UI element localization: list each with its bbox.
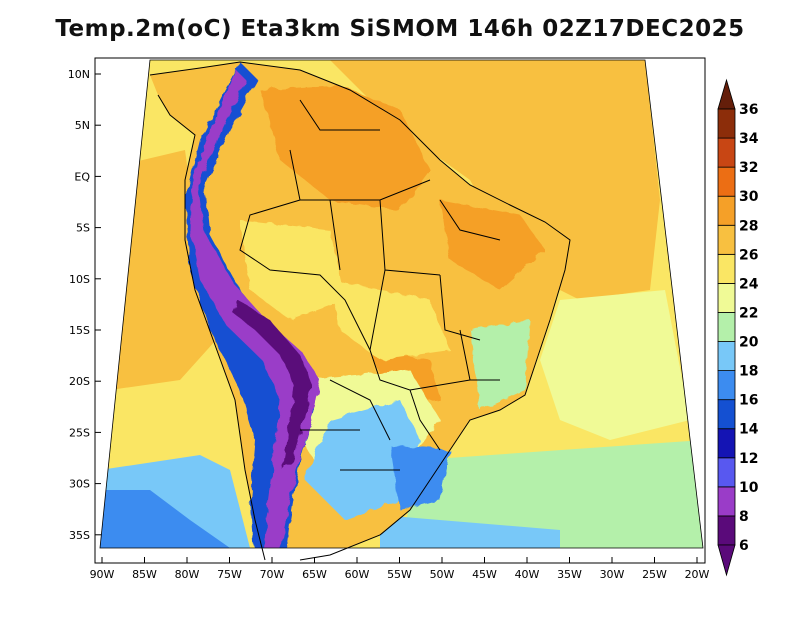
altiplano-core — [232, 300, 312, 470]
lon-label: 60W — [345, 568, 370, 581]
colorbar-segment — [717, 312, 736, 342]
colorbar-segment — [717, 166, 736, 197]
lon-label: 80W — [175, 568, 200, 581]
colorbar-label: 28 — [739, 218, 758, 234]
colorbar-label: 14 — [739, 422, 759, 438]
lat-label: 5S — [76, 222, 90, 235]
colorbar-label: 24 — [739, 276, 759, 292]
longitude-axis: 90W 85W 80W 75W 70W 65W 60W 55W 50W 45W 40W 35W 30W 2… — [90, 557, 710, 581]
atlantic-warm-region — [330, 60, 660, 300]
colorbar-segment — [717, 195, 736, 226]
colorbar-segment — [717, 428, 736, 459]
lon-label: 30W — [600, 568, 625, 581]
colorbar-max-triangle — [717, 78, 736, 110]
colorbar-label: 6 — [739, 538, 749, 554]
colorbar-label: 18 — [739, 364, 758, 380]
lat-label: 5N — [75, 119, 90, 132]
lon-label: 25W — [642, 568, 667, 581]
lon-label: 35W — [557, 568, 582, 581]
colorbar-segment — [717, 108, 736, 139]
colorbar-label: 32 — [739, 160, 758, 176]
lon-label: 75W — [217, 568, 242, 581]
cold-region-south-brazil — [390, 445, 450, 510]
mild-region-west — [240, 220, 345, 320]
cool-region-southeast — [470, 320, 530, 410]
lat-label: 30S — [69, 478, 90, 491]
lat-label: 25S — [69, 426, 90, 439]
colorbar-segment — [717, 486, 736, 517]
colorbar-segment — [717, 370, 736, 401]
mild-region-center — [330, 280, 450, 360]
colorbar-label: 12 — [739, 451, 758, 467]
south-atlantic-cool — [400, 440, 703, 548]
lon-label: 20W — [685, 568, 710, 581]
colorbar-segment — [717, 253, 736, 284]
hot-region-north — [260, 85, 430, 210]
temperature-field — [100, 60, 703, 548]
colorbar-label: 34 — [739, 131, 759, 147]
south-atlantic-cold — [380, 515, 560, 548]
colorbar-segment — [717, 282, 736, 313]
lat-label: 10S — [69, 273, 90, 286]
colorbar-segment — [717, 457, 736, 488]
colorbar: 6 8 10 12 14 16 18 20 22 24 26 28 30 32 34 36 — [717, 78, 759, 577]
political-boundaries — [149, 61, 571, 561]
lon-label: 70W — [260, 568, 285, 581]
map-title: Temp.2m(oC) Eta3km SiSMOM 146h 02Z17DEC2… — [55, 16, 745, 42]
atlantic-pale-region — [540, 290, 690, 440]
lat-label: 35S — [69, 529, 90, 542]
colorbar-label: 8 — [739, 509, 749, 525]
lat-label: EQ — [74, 170, 90, 183]
colorbar-segment — [717, 515, 736, 546]
hot-region-northeast — [440, 200, 545, 290]
colorbar-label: 16 — [739, 393, 758, 409]
colorbar-label: 22 — [739, 305, 758, 321]
lon-label: 40W — [515, 568, 540, 581]
lat-label: 10N — [68, 68, 90, 81]
lon-label: 65W — [302, 568, 327, 581]
colorbar-label: 36 — [739, 102, 758, 118]
colorbar-label: 26 — [739, 247, 758, 263]
latitude-axis: 10N 5N EQ 5S 10S 15S 20S 25S 30S 35S — [68, 68, 101, 542]
lon-label: 55W — [387, 568, 412, 581]
lon-label: 85W — [132, 568, 157, 581]
colorbar-segment — [717, 341, 736, 371]
colorbar-min-triangle — [717, 544, 736, 577]
domain-outline — [99, 59, 704, 549]
brazil-west-border — [239, 149, 441, 451]
lon-label: 90W — [90, 568, 115, 581]
colorbar-segment — [717, 137, 736, 168]
colorbar-label: 20 — [739, 335, 759, 351]
colorbar-segment — [717, 224, 736, 255]
state-borders — [299, 99, 501, 391]
colorbar-label: 10 — [739, 480, 759, 496]
lon-label: 50W — [430, 568, 455, 581]
coastline — [149, 61, 571, 561]
west-coastline — [157, 94, 266, 561]
south-borders — [300, 379, 400, 471]
lon-label: 45W — [472, 568, 497, 581]
lat-label: 15S — [69, 324, 90, 337]
colorbar-label: 30 — [739, 189, 759, 205]
pacific-south-cold — [100, 490, 230, 548]
lat-label: 20S — [69, 375, 90, 388]
colorbar-segment — [717, 399, 736, 430]
